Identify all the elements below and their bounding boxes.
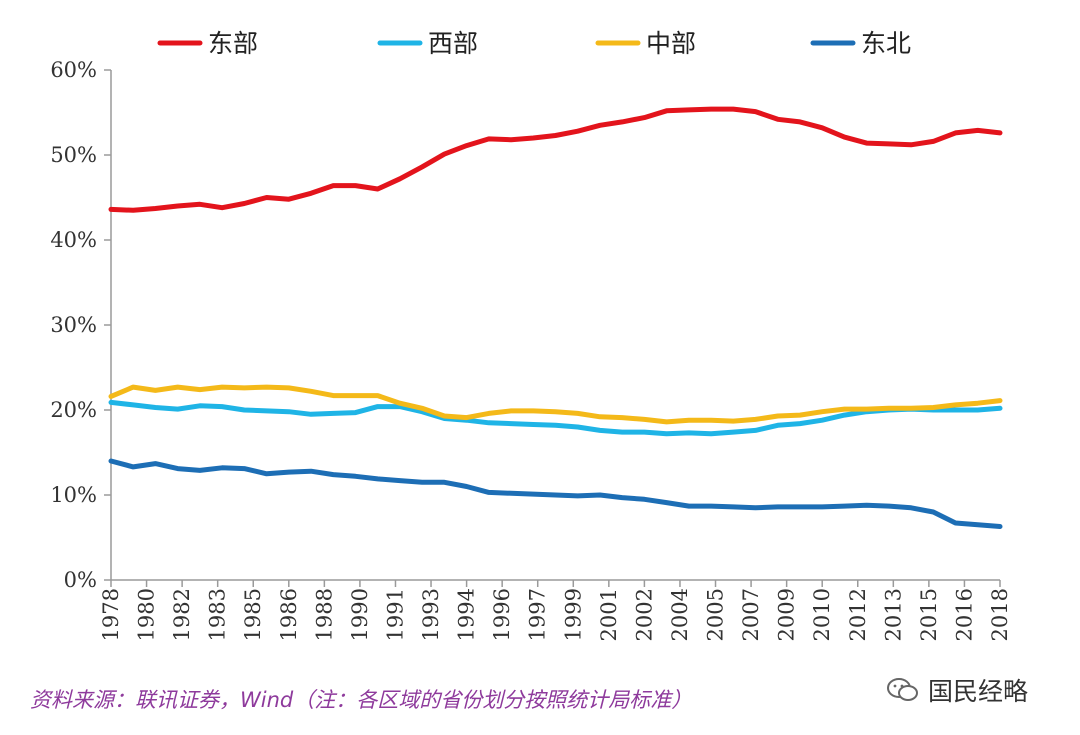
series-line (108, 106, 1003, 213)
x-tick-label: 2015 (917, 588, 941, 641)
x-tick-label: 1994 (455, 588, 479, 641)
legend-label: 东部 (208, 29, 258, 58)
wechat-icon (887, 678, 918, 701)
watermark-text: 国民经略 (928, 677, 1029, 706)
x-tick-label: 2001 (597, 588, 621, 641)
y-tick-label: 0% (64, 568, 97, 592)
legend: 东部 西部 中部 东北 (157, 29, 911, 58)
y-axis: 0% 10% 20% 30% 40% 50% 60% (50, 58, 112, 592)
x-tick-label: 2004 (668, 588, 692, 641)
source-note: 资料来源：联讯证券，Wind（注：各区域的省份划分按照统计局标准） (30, 688, 693, 712)
x-tick-label: 2013 (881, 588, 905, 641)
series-line (108, 384, 1003, 425)
x-tick-label: 1993 (419, 588, 443, 641)
legend-label: 东北 (861, 29, 911, 58)
x-tick-label: 1990 (348, 588, 372, 641)
x-tick-label: 1983 (206, 588, 230, 641)
legend-label: 中部 (646, 29, 696, 58)
x-tick-label: 2010 (810, 588, 834, 641)
y-tick-label: 30% (50, 313, 97, 337)
x-tick-label: 1988 (312, 588, 336, 641)
x-tick-label: 1986 (277, 588, 301, 641)
series-line (108, 458, 1003, 529)
x-tick-label: 2016 (952, 588, 976, 641)
x-tick-label: 1978 (99, 588, 123, 641)
x-tick-label: 1999 (561, 588, 585, 641)
legend-label: 西部 (428, 29, 478, 58)
x-tick-label: 2009 (775, 588, 799, 641)
series-line (108, 399, 1003, 437)
x-tick-label: 2012 (846, 588, 870, 641)
y-tick-label: 60% (50, 58, 97, 82)
x-tick-label: 1996 (490, 588, 514, 641)
x-tick-label: 1982 (170, 588, 194, 641)
x-tick-label: 1991 (383, 588, 407, 641)
x-tick-label: 1985 (241, 588, 265, 641)
x-tick-label: 1997 (526, 588, 550, 641)
y-tick-label: 40% (50, 228, 97, 252)
watermark: 国民经略 (886, 672, 1028, 708)
x-tick-label: 2018 (988, 588, 1012, 641)
y-tick-label: 20% (50, 398, 97, 422)
y-tick-label: 10% (50, 483, 97, 507)
x-axis: 1978 1980 1982 1983 1985 1986 1988 1990 1991 1993… (99, 579, 1012, 641)
x-tick-label: 1980 (135, 588, 159, 641)
x-tick-label: 2005 (704, 588, 728, 641)
y-tick-label: 50% (50, 143, 97, 167)
x-tick-label: 2007 (739, 588, 763, 641)
x-tick-label: 2002 (632, 588, 656, 641)
series-lines (108, 106, 1003, 529)
